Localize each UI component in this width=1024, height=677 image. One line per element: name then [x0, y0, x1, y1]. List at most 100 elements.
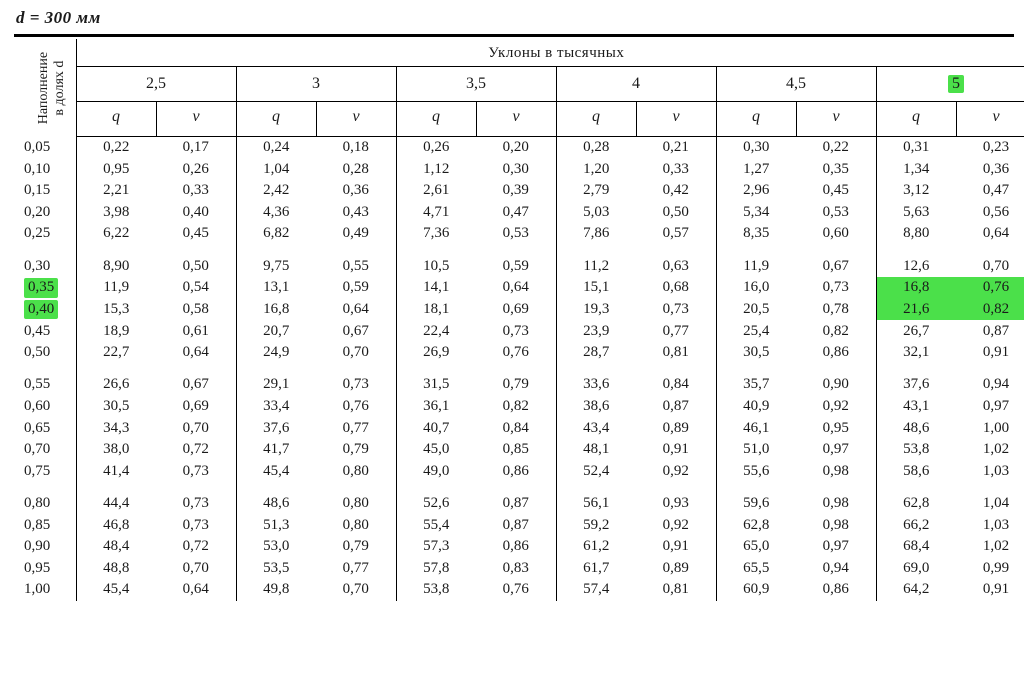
q-value: 53,8	[876, 439, 956, 461]
q-value: 2,61	[396, 180, 476, 202]
q-value: 37,6	[876, 363, 956, 395]
v-value: 0,64	[156, 342, 236, 364]
row-header-fill-text: Наполнениев долях d	[36, 50, 68, 126]
fill-value: 0,10	[14, 159, 76, 181]
q-value: 45,0	[396, 439, 476, 461]
q-value: 0,26	[396, 137, 476, 159]
v-value: 0,64	[476, 277, 556, 299]
v-value: 0,64	[156, 579, 236, 601]
q-value: 23,9	[556, 320, 636, 342]
q-value: 14,1	[396, 277, 476, 299]
v-value: 0,18	[316, 137, 396, 159]
fill-value: 0,15	[14, 180, 76, 202]
q-value: 33,6	[556, 363, 636, 395]
fill-value: 0,75	[14, 461, 76, 483]
v-value: 0,17	[156, 137, 236, 159]
v-value: 1,02	[956, 439, 1024, 461]
q-value: 11,2	[556, 245, 636, 277]
v-value: 0,70	[956, 245, 1024, 277]
table-row: 0,5022,70,6424,90,7026,90,7628,70,8130,5…	[14, 342, 1024, 364]
q-value: 68,4	[876, 536, 956, 558]
q-value: 20,7	[236, 320, 316, 342]
table-row: 0,8044,40,7348,60,8052,60,8756,10,9359,6…	[14, 482, 1024, 514]
q-value: 51,3	[236, 514, 316, 536]
v-value: 0,97	[796, 536, 876, 558]
v-value: 0,94	[956, 363, 1024, 395]
q-value: 61,7	[556, 558, 636, 580]
v-value: 0,60	[796, 223, 876, 245]
q-value: 59,2	[556, 514, 636, 536]
q-value: 22,7	[76, 342, 156, 364]
fill-value: 0,80	[14, 482, 76, 514]
q-value: 66,2	[876, 514, 956, 536]
v-value: 0,77	[316, 558, 396, 580]
v-value: 0,80	[316, 482, 396, 514]
q-value: 48,1	[556, 439, 636, 461]
q-value: 60,9	[716, 579, 796, 601]
v-value: 0,76	[316, 396, 396, 418]
v-value: 0,59	[316, 277, 396, 299]
q-value: 64,2	[876, 579, 956, 601]
table-row: 0,7541,40,7345,40,8049,00,8652,40,9255,6…	[14, 461, 1024, 483]
q-value: 55,4	[396, 514, 476, 536]
v-value: 0,86	[476, 461, 556, 483]
v-value: 0,91	[636, 439, 716, 461]
v-value: 0,98	[796, 514, 876, 536]
row-header-fill-label: Наполнениев долях d	[14, 39, 76, 137]
v-value: 0,84	[636, 363, 716, 395]
q-value: 69,0	[876, 558, 956, 580]
v-value: 0,45	[156, 223, 236, 245]
q-value: 26,6	[76, 363, 156, 395]
q-value: 2,96	[716, 180, 796, 202]
v-value: 0,84	[476, 417, 556, 439]
q-value: 61,2	[556, 536, 636, 558]
v-value: 0,92	[636, 514, 716, 536]
v-value: 0,54	[156, 277, 236, 299]
v-value: 0,76	[476, 579, 556, 601]
v-value: 0,82	[796, 320, 876, 342]
column-header-slope: 4	[556, 67, 716, 102]
column-header-v: v	[156, 102, 236, 137]
table-row: 0,203,980,404,360,434,710,475,030,505,34…	[14, 202, 1024, 224]
v-value: 0,73	[156, 514, 236, 536]
q-value: 53,8	[396, 579, 476, 601]
v-value: 1,04	[956, 482, 1024, 514]
q-value: 26,9	[396, 342, 476, 364]
v-value: 0,35	[796, 159, 876, 181]
v-value: 0,26	[156, 159, 236, 181]
table-row: 0,4015,30,5816,80,6418,10,6919,30,7320,5…	[14, 299, 1024, 321]
q-value: 15,3	[76, 299, 156, 321]
q-value: 57,8	[396, 558, 476, 580]
fill-value: 0,25	[14, 223, 76, 245]
table-row: 0,6030,50,6933,40,7636,10,8238,60,8740,9…	[14, 396, 1024, 418]
q-value: 4,71	[396, 202, 476, 224]
v-value: 0,89	[636, 558, 716, 580]
highlighted-slope-label: 5	[948, 75, 964, 93]
q-value: 52,6	[396, 482, 476, 514]
q-value: 59,6	[716, 482, 796, 514]
v-value: 0,64	[316, 299, 396, 321]
v-value: 0,55	[316, 245, 396, 277]
v-value: 0,87	[476, 514, 556, 536]
column-header-slope: 5	[876, 67, 1024, 102]
v-value: 0,98	[796, 482, 876, 514]
v-value: 0,56	[956, 202, 1024, 224]
v-value: 0,21	[636, 137, 716, 159]
v-value: 0,92	[796, 396, 876, 418]
table-row: 0,9548,80,7053,50,7757,80,8361,70,8965,5…	[14, 558, 1024, 580]
column-header-q: q	[236, 102, 316, 137]
q-value: 18,1	[396, 299, 476, 321]
q-value: 31,5	[396, 363, 476, 395]
v-value: 0,53	[476, 223, 556, 245]
v-value: 0,79	[316, 536, 396, 558]
fill-value: 0,60	[14, 396, 76, 418]
q-value: 57,4	[556, 579, 636, 601]
q-value: 30,5	[716, 342, 796, 364]
v-value: 0,33	[156, 180, 236, 202]
q-value: 4,36	[236, 202, 316, 224]
v-value: 1,02	[956, 536, 1024, 558]
q-value: 49,0	[396, 461, 476, 483]
q-value: 15,1	[556, 277, 636, 299]
v-value: 0,70	[316, 579, 396, 601]
q-value: 56,1	[556, 482, 636, 514]
